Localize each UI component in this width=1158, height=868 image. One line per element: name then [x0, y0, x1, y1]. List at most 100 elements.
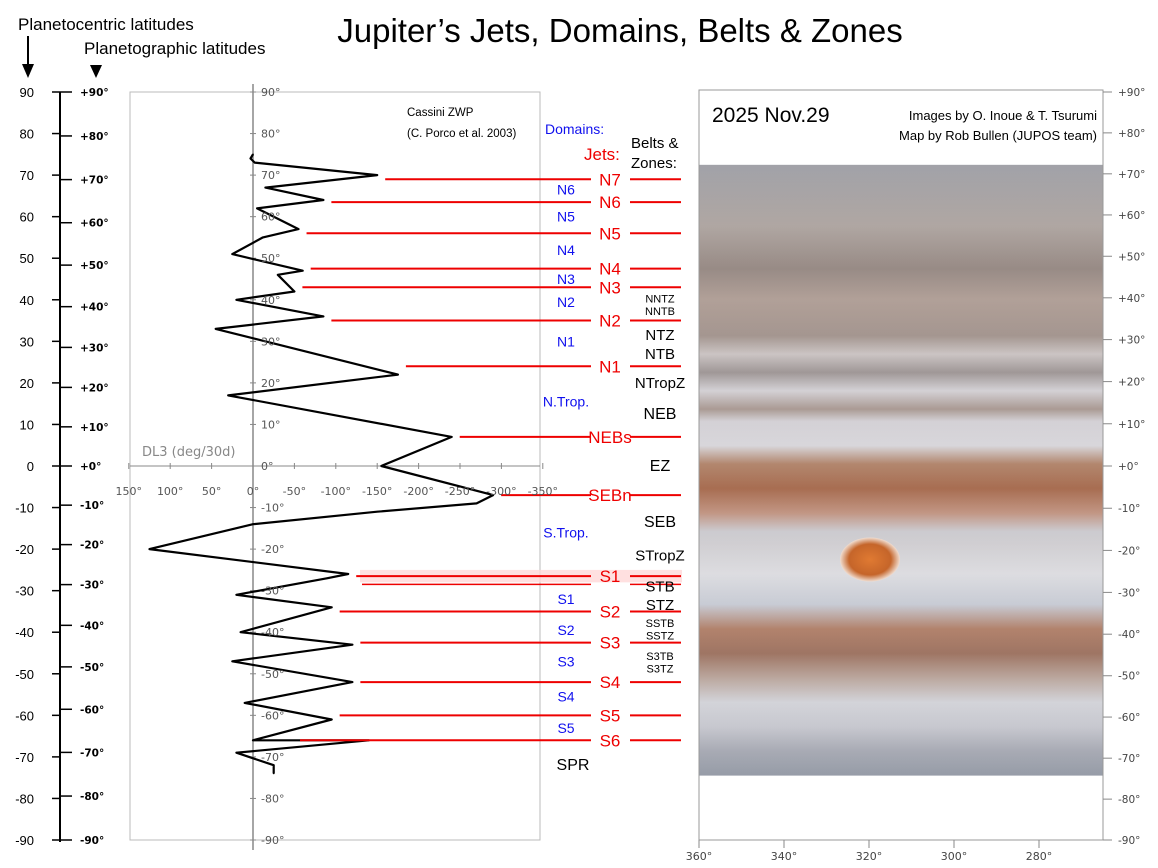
- map-lat-label: +40°: [1118, 293, 1145, 305]
- zonal-wind-profile-line: [148, 153, 495, 774]
- belt-zone-label: NTB: [645, 346, 675, 363]
- planetocentric-header: Planetocentric latitudes: [18, 15, 194, 34]
- graphic-tick-label: +40°: [80, 302, 109, 314]
- belt-zone-label: EZ: [650, 458, 671, 475]
- centric-tick-label: 60: [20, 210, 34, 225]
- belt-zone-label: S3TB: [646, 651, 674, 663]
- profile-point: [235, 594, 238, 596]
- chart-lat-label: 80°: [261, 128, 281, 141]
- profile-point: [347, 573, 350, 575]
- jet-label: SEBn: [588, 486, 631, 505]
- chart-x-axis-label: DL3 (deg/30d): [142, 445, 235, 460]
- domain-label: S.Trop.: [543, 524, 588, 540]
- graphic-tick-label: -60°: [80, 704, 104, 716]
- jet-label: N3: [599, 278, 621, 297]
- belt-zone-label: NNTZ: [645, 294, 675, 306]
- graphic-tick-label: -10°: [80, 500, 104, 512]
- map-frame: [698, 89, 1104, 841]
- centric-tick-label: 30: [20, 334, 34, 349]
- longitude-label: 340°: [771, 850, 798, 863]
- graphic-tick-label: +30°: [80, 342, 109, 354]
- profile-point: [492, 494, 494, 496]
- map-lat-label: +30°: [1118, 335, 1145, 347]
- speed-tick-label: -100°: [321, 485, 351, 498]
- great-red-spot: [840, 537, 900, 582]
- map-lat-label: +0°: [1118, 461, 1139, 473]
- jet-label: S5: [600, 706, 621, 725]
- speed-tick-label: 0°: [247, 485, 260, 498]
- map-lat-label: -30°: [1118, 587, 1140, 599]
- chart-lat-label: 30°: [261, 335, 281, 348]
- belt-zone-label: NEB: [644, 406, 677, 423]
- longitude-label: 280°: [1026, 850, 1053, 863]
- graphic-arrow-head-icon: [90, 65, 102, 78]
- map-credit-author: Map by Rob Bullen (JUPOS team): [899, 128, 1097, 143]
- graphic-tick-label: -50°: [80, 662, 104, 674]
- profile-point: [351, 681, 354, 683]
- map-lat-label: +10°: [1118, 419, 1145, 431]
- belt-zone-label: NNTB: [645, 306, 675, 318]
- profile-point: [380, 465, 383, 467]
- graphic-tick-label: -90°: [80, 835, 104, 847]
- profile-point: [376, 510, 379, 513]
- belt-zone-label: SEB: [644, 514, 676, 531]
- chart-lat-label: -90°: [261, 834, 284, 847]
- domain-label: N6: [557, 182, 575, 198]
- profile-point: [235, 298, 238, 301]
- profile-point: [330, 718, 333, 721]
- domain-label: N4: [557, 242, 575, 258]
- domain-label: S1: [557, 591, 574, 607]
- profile-point: [272, 772, 275, 775]
- profile-point: [397, 373, 399, 376]
- longitude-label: 320°: [856, 850, 883, 863]
- jet-label: S6: [600, 731, 621, 750]
- profile-point: [249, 157, 252, 160]
- page-title: Jupiter’s Jets, Domains, Belts & Zones: [337, 12, 903, 49]
- map-lat-label: -70°: [1118, 753, 1140, 765]
- chart-lat-label: -80°: [261, 792, 284, 805]
- graphic-tick-label: +0°: [80, 461, 101, 473]
- jet-label: S1: [600, 567, 621, 586]
- profile-point: [252, 523, 254, 525]
- graphic-tick-label: -80°: [80, 791, 104, 803]
- belt-zone-label: STB: [645, 579, 674, 596]
- map-lat-label: +80°: [1118, 128, 1145, 140]
- chart-lat-label: -30°: [261, 585, 284, 598]
- profile-point: [235, 751, 238, 754]
- planetographic-header: Planetographic latitudes: [84, 39, 265, 58]
- profile-point: [253, 161, 256, 164]
- graphic-tick-label: -40°: [80, 620, 104, 632]
- jupiter-map-texture: [699, 164, 1103, 776]
- profile-point: [322, 315, 325, 318]
- profile-point: [293, 290, 296, 293]
- jet-label: N6: [599, 193, 621, 212]
- centric-arrow-head-icon: [22, 64, 34, 78]
- chart-lat-label: 0°: [261, 460, 274, 473]
- map-lat-label: -60°: [1118, 712, 1140, 724]
- speed-tick-label: -150°: [362, 485, 392, 498]
- map-lat-label: +90°: [1118, 87, 1145, 99]
- domain-label: S5: [557, 720, 574, 736]
- graphic-tick-label: +50°: [80, 260, 109, 272]
- profile-point: [272, 764, 275, 766]
- centric-tick-label: 0: [27, 459, 34, 474]
- profile-point: [475, 502, 478, 505]
- chart-lat-label: -60°: [261, 709, 284, 722]
- centric-tick-label: -50: [15, 667, 34, 682]
- belt-zone-label: SPR: [557, 757, 590, 774]
- profile-point: [330, 606, 333, 609]
- belts-header-line2: Zones:: [631, 155, 677, 172]
- speed-tick-label: -350°: [528, 485, 558, 498]
- belt-zone-label: SSTB: [646, 618, 675, 630]
- belt-zone-label: STropZ: [635, 547, 684, 564]
- centric-tick-label: -30: [15, 584, 34, 599]
- belt-zone-label: NTZ: [645, 327, 674, 344]
- centric-tick-label: 50: [20, 251, 34, 266]
- map-lat-label: -40°: [1118, 629, 1140, 641]
- profile-point: [376, 174, 379, 176]
- domain-label: S3: [557, 653, 574, 669]
- speed-tick-label: 150°: [116, 485, 143, 498]
- map-credit-images: Images by O. Inoue & T. Tsurumi: [909, 108, 1097, 123]
- domain-label: S4: [557, 689, 574, 705]
